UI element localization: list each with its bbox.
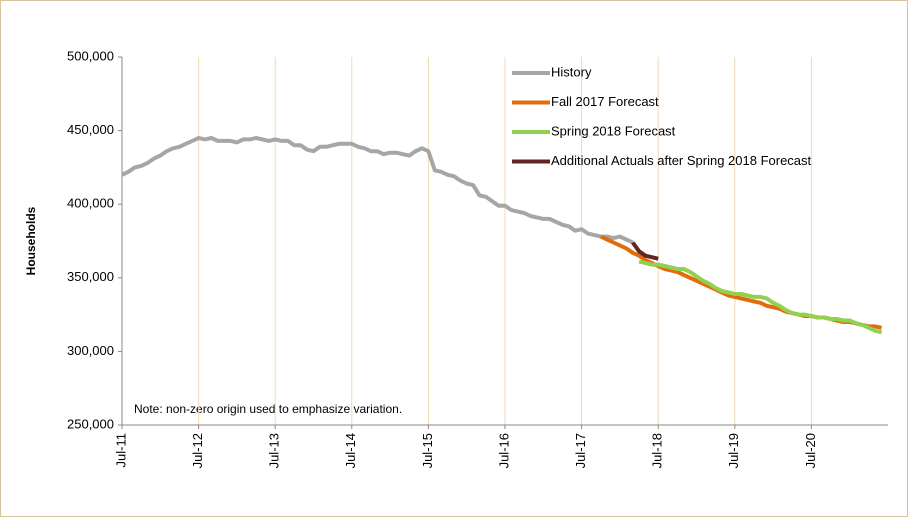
x-tick-label: Jul-13 (267, 433, 282, 468)
x-tick-label: Jul-18 (650, 433, 665, 468)
x-tick-label: Jul-12 (190, 433, 205, 468)
x-tick-label: Jul-19 (726, 433, 741, 468)
x-tick-label: Jul-11 (113, 433, 128, 467)
y-axis-label: Households (24, 206, 38, 275)
note: Note: non-zero origin used to emphasize … (134, 402, 402, 416)
legend-label: Additional Actuals after Spring 2018 For… (551, 153, 812, 168)
x-tick-label: Jul-14 (343, 433, 358, 468)
y-tick-label: 500,000 (67, 48, 114, 63)
y-tick-label: 400,000 (67, 196, 114, 211)
x-tick-label: Jul-17 (573, 433, 588, 468)
legend-label: Fall 2017 Forecast (551, 94, 659, 109)
x-tick-label: Jul-16 (496, 433, 511, 468)
series-line (121, 136, 634, 245)
x-tick-label: Jul-20 (803, 433, 818, 468)
x-tick-label: Jul-15 (420, 433, 435, 468)
y-tick-label: 250,000 (67, 416, 114, 431)
legend-label: History (551, 64, 592, 79)
y-tick-label: 350,000 (67, 269, 114, 284)
y-tick-label: 300,000 (67, 343, 114, 358)
legend-label: Spring 2018 Forecast (551, 123, 676, 138)
series-line (638, 259, 883, 335)
y-tick-label: 450,000 (67, 122, 114, 137)
series-line (631, 241, 659, 261)
